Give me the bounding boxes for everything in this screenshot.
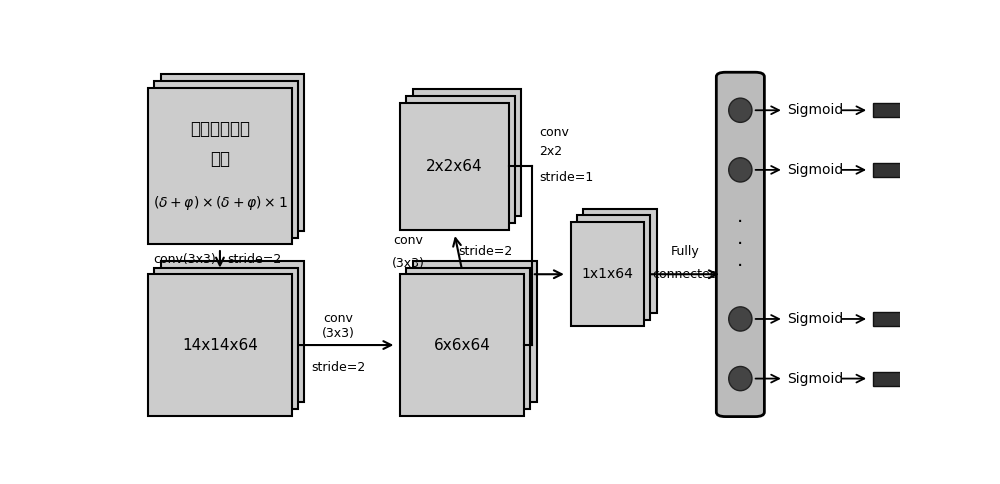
Bar xyxy=(400,103,509,229)
Ellipse shape xyxy=(729,98,752,122)
Bar xyxy=(571,222,644,326)
Bar xyxy=(148,88,292,244)
Text: conv: conv xyxy=(540,126,570,139)
Bar xyxy=(413,90,521,216)
Text: Sigmoid: Sigmoid xyxy=(788,103,844,117)
Text: 14x14x64: 14x14x64 xyxy=(182,337,258,352)
Bar xyxy=(161,75,304,231)
Bar xyxy=(583,209,657,313)
Text: Sigmoid: Sigmoid xyxy=(788,163,844,177)
Text: connected: connected xyxy=(652,268,718,281)
Bar xyxy=(154,268,298,409)
Bar xyxy=(413,261,537,402)
Text: 1x1x64: 1x1x64 xyxy=(582,267,633,281)
Text: Fully: Fully xyxy=(671,245,699,258)
Text: 时频签名矩阵: 时频签名矩阵 xyxy=(190,120,250,138)
Text: 2x2x64: 2x2x64 xyxy=(426,159,483,174)
Text: 特征: 特征 xyxy=(210,150,230,167)
Text: stride=2: stride=2 xyxy=(228,253,282,266)
Bar xyxy=(154,81,298,238)
Text: conv: conv xyxy=(323,313,353,325)
Bar xyxy=(400,274,524,416)
Bar xyxy=(873,312,902,326)
Bar xyxy=(873,103,902,117)
Bar xyxy=(148,274,292,416)
Text: Sigmoid: Sigmoid xyxy=(788,312,844,326)
Bar xyxy=(406,268,530,409)
Text: Sigmoid: Sigmoid xyxy=(788,372,844,386)
FancyBboxPatch shape xyxy=(716,72,764,417)
Text: stride=2: stride=2 xyxy=(458,245,512,258)
Ellipse shape xyxy=(729,158,752,182)
Text: (3x3): (3x3) xyxy=(322,327,355,340)
Bar xyxy=(873,372,902,386)
Text: conv(3x3): conv(3x3) xyxy=(153,253,216,266)
Bar xyxy=(873,163,902,177)
Ellipse shape xyxy=(729,307,752,331)
Ellipse shape xyxy=(729,366,752,391)
Text: stride=2: stride=2 xyxy=(311,361,365,374)
Text: 6x6x64: 6x6x64 xyxy=(434,337,491,352)
Bar xyxy=(161,261,304,402)
Text: (3x3): (3x3) xyxy=(391,257,424,270)
Text: stride=1: stride=1 xyxy=(540,171,594,184)
Text: $(\delta+\varphi)\times(\delta+\varphi)\times1$: $(\delta+\varphi)\times(\delta+\varphi)\… xyxy=(153,195,287,212)
Bar xyxy=(406,96,515,223)
Text: ·
·
·: · · · xyxy=(737,213,743,276)
Text: 2x2: 2x2 xyxy=(540,145,563,158)
Bar xyxy=(577,215,650,320)
Text: conv: conv xyxy=(393,234,423,247)
